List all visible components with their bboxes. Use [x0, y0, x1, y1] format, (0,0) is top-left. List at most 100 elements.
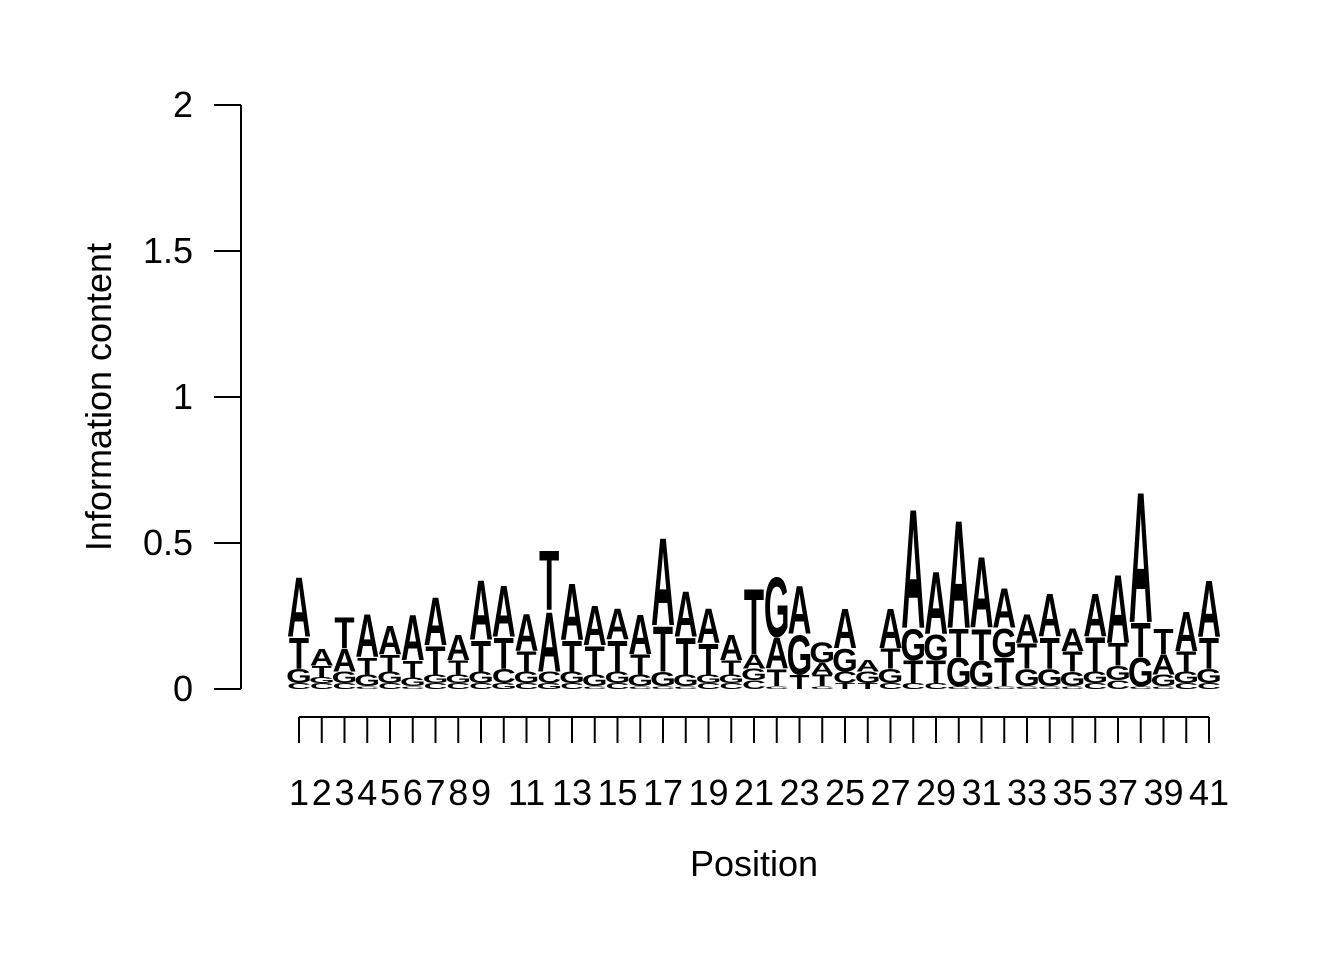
logo-letter-G: G	[923, 628, 949, 668]
logo-letter-G: G	[423, 673, 449, 686]
logo-letter-T: T	[1199, 629, 1219, 679]
logo-letter-T: T	[971, 620, 991, 670]
logo-letter-T: T	[676, 628, 696, 687]
logo-letter-T: T	[812, 671, 832, 690]
logo-letter-A: A	[1061, 621, 1085, 658]
logo-letter-G: G	[991, 621, 1017, 666]
x-tick-label: 15	[597, 772, 637, 813]
logo-letter-C: C	[1083, 682, 1107, 691]
logo-letter-C: C	[1106, 679, 1130, 692]
logo-letter-G: G	[673, 671, 699, 690]
logo-letter-G: G	[1128, 650, 1154, 695]
logo-letter-G: G	[1173, 668, 1199, 687]
logo-letter-G: G	[627, 671, 653, 690]
logo-letter-T: T	[1040, 629, 1060, 679]
logo-letter-C: C	[1015, 685, 1039, 689]
logo-letter-C: C	[446, 682, 470, 691]
logo-letter-T: T	[903, 653, 923, 690]
x-tick-label: 31	[961, 772, 1001, 813]
logo-letter-T: T	[926, 653, 946, 690]
logo-letter-A: A	[1015, 606, 1039, 651]
x-tick-label: 7	[425, 772, 445, 813]
logo-letter-T: T	[1108, 636, 1128, 673]
logo-letter-C: C	[1152, 685, 1176, 689]
logo-letter-T: T	[312, 662, 332, 681]
logo-letter-A: A	[833, 597, 857, 661]
logo-letter-A: A	[992, 576, 1016, 640]
logo-letter-T: T	[949, 621, 970, 666]
logo-letter-T: T	[858, 682, 879, 691]
logo-letter-G: G	[1196, 665, 1222, 688]
logo-letter-G: G	[559, 668, 585, 687]
logo-letter-T: T	[289, 629, 309, 679]
logo-letter-C: C	[401, 685, 425, 689]
x-tick-label: 21	[734, 772, 774, 813]
x-tick-label: 39	[1143, 772, 1183, 813]
logo-letter-A: A	[810, 659, 834, 678]
x-tick-label: 37	[1098, 772, 1138, 813]
logo-letter-G: G	[696, 673, 722, 686]
logo-letter-A: A	[719, 628, 743, 668]
logo-letter-T: T	[721, 656, 741, 679]
logo-letter-C: C	[606, 682, 630, 691]
logo-letter-G: G	[718, 673, 744, 686]
logo-letter-G: G	[741, 665, 767, 684]
logo-letter-T: T	[494, 629, 514, 679]
logo-letter-A: A	[970, 536, 994, 649]
logo-letter-C: C	[1174, 682, 1198, 691]
logo-letter-T: T	[425, 638, 446, 683]
logo-letter-A: A	[515, 604, 539, 663]
logo-letter-G: G	[1060, 668, 1086, 691]
logo-letter-G: G	[377, 668, 403, 687]
logo-letter-A: A	[697, 598, 721, 653]
logo-letter-A: A	[310, 645, 334, 672]
logo-letter-C: C	[1061, 685, 1085, 689]
x-tick-label: 41	[1189, 772, 1229, 813]
logo-letter-G: G	[809, 637, 835, 669]
x-tick-label: 8	[448, 772, 468, 813]
logo-letter-T: T	[767, 665, 787, 692]
logo-letter-C: C	[992, 685, 1016, 689]
logo-letter-C: C	[310, 682, 334, 691]
logo-letter-G: G	[536, 682, 562, 691]
x-tick-label: 35	[1052, 772, 1092, 813]
logo-letter-C: C	[287, 682, 311, 691]
logo-letter-A: A	[788, 572, 812, 649]
logo-letter-A: A	[765, 629, 789, 679]
logo-letter-C: C	[1129, 685, 1153, 689]
x-tick-label: 3	[334, 772, 354, 813]
logo-letter-C: C	[651, 685, 675, 689]
logo-letter-T: T	[448, 656, 468, 679]
logo-letter-C: C	[879, 682, 903, 691]
logo-letter-T: T	[835, 682, 856, 691]
x-tick-label: 17	[643, 772, 683, 813]
logo-letter-G: G	[514, 668, 540, 687]
y-axis: 0 0.5 1 1.5 2	[143, 84, 242, 709]
logo-letter-C: C	[947, 685, 971, 689]
x-tick-label: 2	[312, 772, 332, 813]
x-tick-label: 33	[1007, 772, 1047, 813]
logo-letter-T: T	[471, 632, 491, 682]
logo-letter-T: T	[1176, 646, 1196, 678]
x-tick-label: 25	[825, 772, 865, 813]
logo-letter-A: A	[1083, 583, 1107, 650]
logo-letter-A: A	[606, 600, 630, 650]
x-tick-label: 29	[916, 772, 956, 813]
logo-letter-G: G	[605, 668, 631, 687]
logo-letter-G: G	[787, 623, 813, 687]
logo-letter-C: C	[333, 682, 357, 691]
logo-letter-T: T	[380, 650, 400, 677]
logo-letter-G: G	[309, 676, 335, 685]
logo-letter-A: A	[674, 577, 698, 650]
logo-letter-C: C	[469, 682, 493, 691]
logo-letter-T: T	[516, 646, 536, 678]
logo-letter-A: A	[378, 618, 402, 663]
y-axis-title: Information content	[78, 243, 119, 551]
logo-letter-C: C	[628, 685, 652, 689]
y-tick-label: 0	[173, 668, 193, 709]
logo-letter-T: T	[789, 670, 809, 693]
logo-letter-T: T	[653, 612, 673, 685]
logo-letter-A: A	[401, 601, 425, 674]
x-tick-label: 5	[380, 772, 400, 813]
